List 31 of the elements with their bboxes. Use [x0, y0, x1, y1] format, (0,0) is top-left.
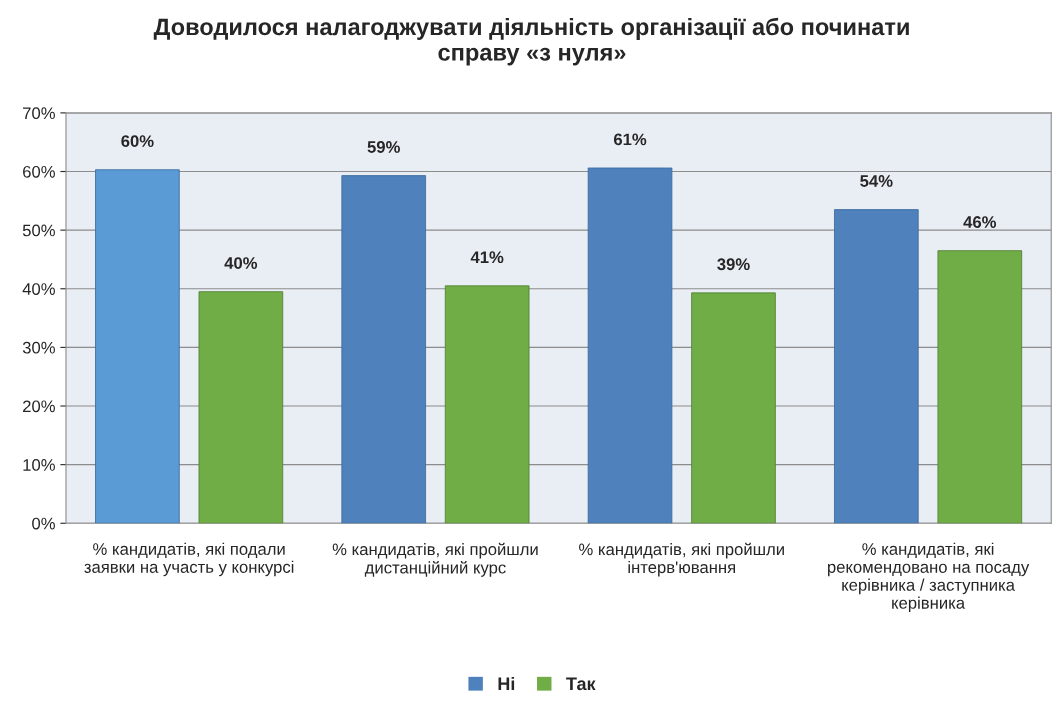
bar [444, 285, 530, 524]
data-label: 61% [613, 133, 647, 146]
y-tick-label: 70% [23, 107, 55, 120]
data-label: 60% [121, 135, 154, 148]
bar [95, 169, 180, 524]
y-tick-label: 30% [22, 341, 55, 354]
y-tick-label: 50% [22, 224, 55, 237]
y-tick-label: 60% [23, 165, 55, 178]
data-label: 54% [860, 175, 893, 187]
y-tick-label: 10% [23, 459, 55, 471]
bar [198, 291, 284, 524]
bar [834, 209, 919, 524]
x-tick-label: % кандидатів, які пройшли інтерв'ювання [579, 542, 784, 577]
bar [937, 250, 1023, 524]
bar [341, 175, 427, 524]
legend-label: Ні [498, 676, 515, 690]
data-label: 59% [367, 141, 400, 153]
data-label: 41% [470, 251, 504, 264]
data-label: 40% [224, 257, 258, 269]
data-label: 39% [717, 258, 750, 271]
y-tick-label: 40% [22, 283, 55, 295]
chart-title: Доводилося налагоджувати діяльність організації або починати справу «з нуля» [153, 17, 909, 66]
bar [587, 167, 673, 524]
x-tick-label: % кандидатів, які подали заявки на участь у конкурсі [84, 542, 294, 577]
legend-label: Так [566, 677, 596, 691]
bar [691, 292, 776, 524]
y-tick-label: 20% [23, 400, 55, 413]
x-tick-label: % кандидатів, які рекомендовано на посаду керівника / заступника керівника [828, 542, 1030, 613]
x-tick-label: % кандидатів, які пройшли дистанційний курс [332, 542, 538, 577]
y-tick-label: 0% [32, 517, 55, 530]
data-label: 46% [963, 216, 997, 228]
